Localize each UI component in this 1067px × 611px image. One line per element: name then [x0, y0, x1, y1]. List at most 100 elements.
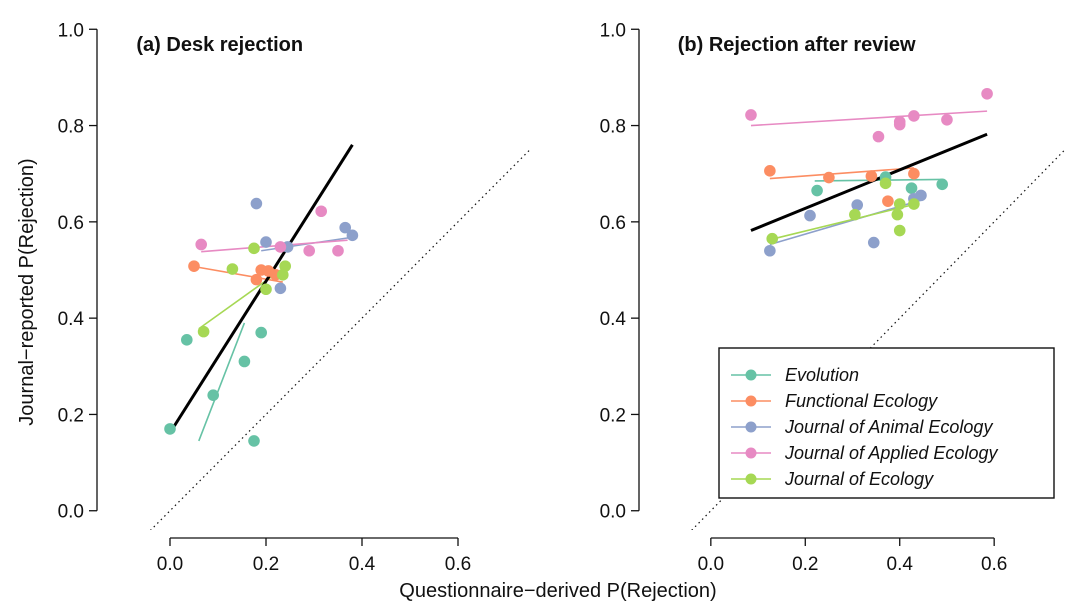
- panel-title: (b) Rejection after review: [678, 34, 916, 56]
- y-tick-label: 0.4: [58, 309, 85, 330]
- point-evolution: [181, 334, 193, 346]
- fit-line-evolution: [814, 178, 943, 182]
- x-tick-label: 0.2: [253, 554, 279, 575]
- x-tick-label: 0.0: [157, 554, 183, 575]
- fit-line-journal-of-ecology: [769, 203, 915, 241]
- y-axis-label: Journal−reported P(Rejection): [16, 158, 38, 425]
- point-journal-of-ecology: [891, 208, 904, 221]
- point-journal-of-applied-ecology: [893, 118, 906, 131]
- point-journal-of-applied-ecology: [315, 205, 328, 218]
- y-tick-label: 0.2: [58, 405, 84, 426]
- point-functional-ecology: [823, 171, 835, 184]
- y-tick-label: 0.8: [600, 117, 626, 138]
- legend-label-journal-of-applied-ecology: Journal of Applied Ecology: [784, 443, 998, 463]
- point-journal-of-ecology: [248, 242, 260, 255]
- point-functional-ecology: [908, 167, 920, 180]
- point-journal-of-animal-ecology: [764, 244, 776, 257]
- legend-label-evolution: Evolution: [785, 365, 859, 385]
- plot-area: [149, 144, 530, 530]
- point-functional-ecology: [188, 260, 200, 272]
- point-journal-of-applied-ecology: [872, 130, 885, 143]
- x-tick-label: 0.6: [445, 554, 471, 575]
- point-journal-of-animal-ecology: [915, 189, 927, 202]
- point-journal-of-ecology: [279, 260, 292, 272]
- point-journal-of-ecology: [849, 208, 861, 221]
- point-journal-of-ecology: [766, 232, 779, 245]
- fit-line-evolution: [198, 322, 246, 442]
- legend-swatch-point: [745, 369, 757, 381]
- legend-swatch-point: [745, 395, 757, 407]
- plot-area: [691, 87, 1065, 530]
- point-evolution: [811, 184, 823, 197]
- point-journal-of-ecology: [893, 198, 906, 210]
- point-journal-of-applied-ecology: [981, 87, 993, 100]
- legend: Evolution Functional Ecology Journal of An…: [718, 347, 1055, 499]
- y-tick-label: 0.6: [58, 213, 84, 234]
- point-functional-ecology: [764, 165, 776, 177]
- point-journal-of-applied-ecology: [908, 110, 920, 122]
- point-journal-of-animal-ecology: [804, 209, 816, 222]
- fit-line-journal-of-applied-ecology: [201, 239, 348, 253]
- overall-fit-line: [750, 132, 988, 232]
- point-journal-of-animal-ecology: [260, 236, 272, 248]
- panel-a: 0.0 0.2 0.4 0.6 0.0 0.2 0.4 0.6 0.8 1.0 (a) Desk r…: [58, 20, 530, 575]
- panel-b: 0.0 0.2 0.4 0.6 0.0 0.2 0.4 0.6 0.8 1.0 (b) Reject…: [600, 20, 1065, 575]
- point-evolution: [238, 355, 251, 368]
- x-tick-label: 0.6: [981, 554, 1007, 575]
- x-tick-label: 0.0: [698, 554, 724, 575]
- point-journal-of-applied-ecology: [195, 238, 207, 251]
- y-tick-label: 0.4: [600, 309, 627, 330]
- point-journal-of-ecology: [908, 198, 920, 210]
- point-journal-of-animal-ecology: [346, 229, 359, 242]
- point-journal-of-applied-ecology: [941, 113, 953, 126]
- legend-label-journal-of-ecology: Journal of Ecology: [784, 469, 934, 489]
- point-journal-of-ecology: [197, 325, 210, 338]
- point-journal-of-ecology: [226, 263, 239, 275]
- x-axis-label: Questionnaire−derived P(Rejection): [399, 580, 716, 602]
- point-journal-of-applied-ecology: [332, 244, 344, 257]
- legend-box: [718, 347, 1055, 499]
- panel-title-text: Desk rejection: [166, 34, 303, 56]
- legend-swatch-point: [745, 421, 757, 433]
- panel-title: (a) Desk rejection: [136, 34, 303, 56]
- point-evolution: [248, 435, 260, 447]
- point-journal-of-animal-ecology: [274, 282, 287, 295]
- point-journal-of-applied-ecology: [274, 241, 287, 253]
- point-journal-of-animal-ecology: [851, 199, 864, 211]
- y-tick-label: 1.0: [58, 20, 84, 41]
- point-journal-of-animal-ecology: [339, 221, 352, 234]
- legend-label-functional-ecology: Functional Ecology: [785, 391, 938, 411]
- point-journal-of-applied-ecology: [303, 244, 316, 257]
- point-journal-of-ecology: [893, 224, 906, 237]
- point-journal-of-ecology: [260, 283, 272, 296]
- identity-reference-line: [149, 148, 530, 530]
- point-functional-ecology: [882, 195, 894, 207]
- legend-swatch-point: [745, 447, 757, 459]
- y-tick-label: 0.0: [600, 502, 626, 523]
- legend-swatch-point: [745, 473, 757, 485]
- point-evolution: [936, 178, 949, 191]
- point-journal-of-animal-ecology: [867, 236, 880, 249]
- legend-label-journal-of-animal-ecology: Journal of Animal Ecology: [784, 417, 993, 437]
- point-journal-of-animal-ecology: [250, 197, 263, 210]
- point-functional-ecology: [250, 273, 263, 286]
- fit-line-journal-of-applied-ecology: [750, 110, 988, 127]
- panel-label: (a): [136, 34, 166, 56]
- panel-label: (b): [678, 34, 709, 56]
- point-evolution: [255, 326, 267, 339]
- point-journal-of-applied-ecology: [745, 109, 757, 121]
- point-evolution: [164, 423, 176, 435]
- x-tick-label: 0.4: [887, 554, 914, 575]
- point-evolution: [905, 182, 918, 194]
- y-tick-label: 0.8: [58, 117, 84, 138]
- y-tick-label: 0.6: [600, 213, 626, 234]
- panel-title-text: Rejection after review: [709, 34, 916, 56]
- x-tick-label: 0.4: [349, 554, 376, 575]
- fit-line-functional-ecology: [769, 167, 914, 180]
- y-tick-label: 0.2: [600, 405, 626, 426]
- x-tick-label: 0.2: [792, 554, 818, 575]
- point-functional-ecology: [865, 170, 878, 182]
- point-journal-of-ecology: [879, 177, 892, 190]
